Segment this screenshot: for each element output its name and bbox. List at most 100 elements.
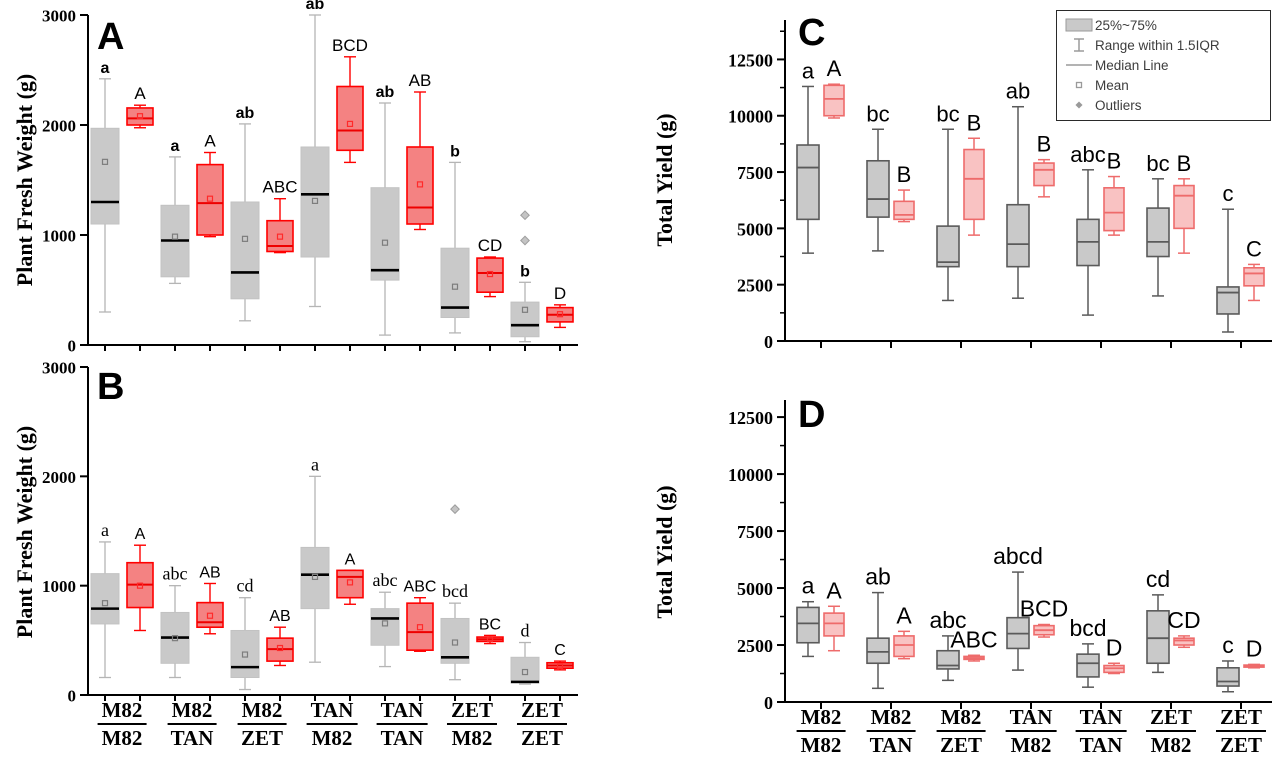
significance-letter: D bbox=[554, 284, 566, 303]
legend-item-outliers: Outliers bbox=[1063, 95, 1264, 115]
significance-letter: BCD bbox=[1020, 596, 1069, 622]
significance-letter: bcd bbox=[442, 581, 468, 601]
boxplot-red-ZET-M82: CD bbox=[1167, 607, 1201, 649]
x-category-label-M82-ZET: M82 ZET bbox=[936, 705, 986, 757]
y-tick-label: 1000 bbox=[42, 577, 76, 596]
mean-marker bbox=[346, 579, 354, 586]
mean-marker bbox=[241, 651, 249, 658]
x-category-label-TAN-TAN: TAN TAN bbox=[376, 698, 428, 750]
scion-label: TAN bbox=[376, 698, 428, 726]
iqr-box bbox=[823, 612, 845, 637]
boxplot-gray-M82-M82: a bbox=[90, 60, 120, 313]
legend-item-range: Range within 1.5IQR bbox=[1063, 35, 1264, 55]
rootstock-label: M82 bbox=[311, 726, 353, 751]
significance-letter: a bbox=[802, 58, 815, 83]
boxplot-gray-M82-M82: a bbox=[796, 58, 820, 254]
boxplot-red-M82-TAN: AB bbox=[196, 564, 224, 635]
iqr-box bbox=[90, 127, 120, 225]
rootstock-label: M82 bbox=[101, 726, 143, 751]
mean-marker bbox=[241, 235, 249, 242]
scion-label: TAN bbox=[306, 698, 358, 726]
boxplot-gray-M82-ZET: cd bbox=[230, 576, 260, 691]
mean-marker bbox=[136, 113, 144, 120]
x-category-label-TAN-M82: TAN M82 bbox=[1005, 705, 1057, 757]
significance-letter: C bbox=[1246, 236, 1262, 261]
boxplot-red-M82-ZET: B bbox=[963, 110, 985, 236]
significance-letter: ABC bbox=[263, 178, 298, 197]
boxplot-gray-TAN-M82: abcd bbox=[993, 543, 1043, 671]
significance-letter: abc bbox=[1070, 142, 1105, 167]
significance-letter: bc bbox=[866, 101, 889, 126]
significance-letter: B bbox=[1107, 149, 1122, 174]
boxplot-red-TAN-M82: B bbox=[1033, 132, 1055, 198]
boxplot-red-M82-M82: A bbox=[126, 84, 154, 129]
mean-marker bbox=[486, 636, 494, 643]
iqr-box bbox=[1006, 203, 1030, 268]
iqr-box bbox=[823, 84, 845, 117]
significance-letter: a bbox=[311, 454, 319, 474]
boxplot-gray-ZET-ZET: b bbox=[510, 210, 540, 343]
iqr-box bbox=[1173, 184, 1195, 230]
significance-letter: ABC bbox=[404, 579, 437, 596]
mean-marker bbox=[521, 668, 529, 676]
boxplot-red-ZET-ZET: C bbox=[1243, 236, 1265, 302]
significance-letter: A bbox=[134, 84, 146, 103]
iqr-box bbox=[796, 144, 820, 221]
panel-d-plot: 0 2500 5000 7500 10000 12500 a ab abc abcd bcd cd c A… bbox=[728, 400, 1272, 713]
y-tick-label: 2500 bbox=[737, 636, 773, 656]
y-axis-title-d: Total Yield (g) bbox=[652, 485, 677, 619]
boxplot-gray-M82-ZET: abc bbox=[929, 607, 967, 682]
significance-letter: B bbox=[897, 162, 912, 187]
significance-letter: ab bbox=[376, 84, 395, 101]
iqr-box bbox=[230, 201, 260, 300]
iqr-box bbox=[1076, 653, 1100, 678]
significance-letter: a bbox=[101, 60, 110, 77]
boxplot-red-TAN-M82: A bbox=[336, 551, 364, 605]
y-tick-label: 0 bbox=[68, 337, 77, 356]
x-category-label-M82-TAN: M82 TAN bbox=[167, 698, 217, 750]
significance-letter: a bbox=[802, 573, 815, 599]
mean-marker bbox=[451, 283, 459, 290]
significance-letter: ab bbox=[865, 564, 891, 590]
boxplot-gray-ZET-ZET: d bbox=[510, 621, 540, 685]
boxplot-gray-TAN-M82: ab bbox=[300, 0, 330, 308]
y-tick-label: 7500 bbox=[737, 522, 773, 542]
rootstock-label: M82 bbox=[1150, 733, 1192, 757]
significance-letter: c bbox=[1223, 181, 1234, 206]
boxplot-red-ZET-ZET: C bbox=[546, 642, 574, 671]
median-line-icon bbox=[1063, 62, 1095, 68]
mean-marker bbox=[276, 644, 284, 652]
boxplot-red-TAN-M82: BCD bbox=[332, 36, 368, 164]
rootstock-label: M82 bbox=[1010, 733, 1052, 757]
outlier-marker bbox=[450, 504, 460, 515]
mean-marker bbox=[311, 197, 319, 204]
mean-marker bbox=[556, 311, 564, 318]
panel-letter-d: D bbox=[798, 394, 826, 436]
significance-letter: A bbox=[204, 132, 216, 151]
x-category-label-ZET-M82: ZET M82 bbox=[446, 698, 498, 750]
boxplot-gray-M82-M82: a bbox=[796, 573, 820, 658]
iqr-box bbox=[893, 635, 915, 658]
scion-label: TAN bbox=[1005, 705, 1057, 733]
significance-letter: C bbox=[554, 642, 566, 659]
significance-letter: AB bbox=[269, 608, 290, 625]
iqr-box bbox=[1216, 667, 1240, 687]
boxplot-red-M82-ZET: ABC bbox=[950, 626, 998, 662]
legend-item-mean: Mean bbox=[1063, 75, 1264, 95]
boxplot-red-M82-M82: A bbox=[126, 526, 154, 632]
significance-letter: A bbox=[896, 602, 912, 628]
y-axis-title-b: Plant Fresh Weight (g) bbox=[12, 425, 37, 639]
boxplot-gray-M82-TAN: ab bbox=[865, 564, 891, 690]
boxplot-gray-ZET-M82: cd bbox=[1146, 566, 1170, 674]
scion-label: ZET bbox=[1145, 705, 1197, 733]
iqr-box bbox=[300, 546, 330, 610]
mean-marker bbox=[416, 181, 424, 188]
boxplot-gray-ZET-ZET: c bbox=[1216, 632, 1240, 693]
mean-marker bbox=[171, 635, 179, 642]
rootstock-label: ZET bbox=[520, 726, 564, 751]
mean-marker bbox=[101, 600, 109, 607]
significance-letter: a bbox=[171, 138, 180, 155]
significance-letter: bc bbox=[936, 101, 959, 126]
